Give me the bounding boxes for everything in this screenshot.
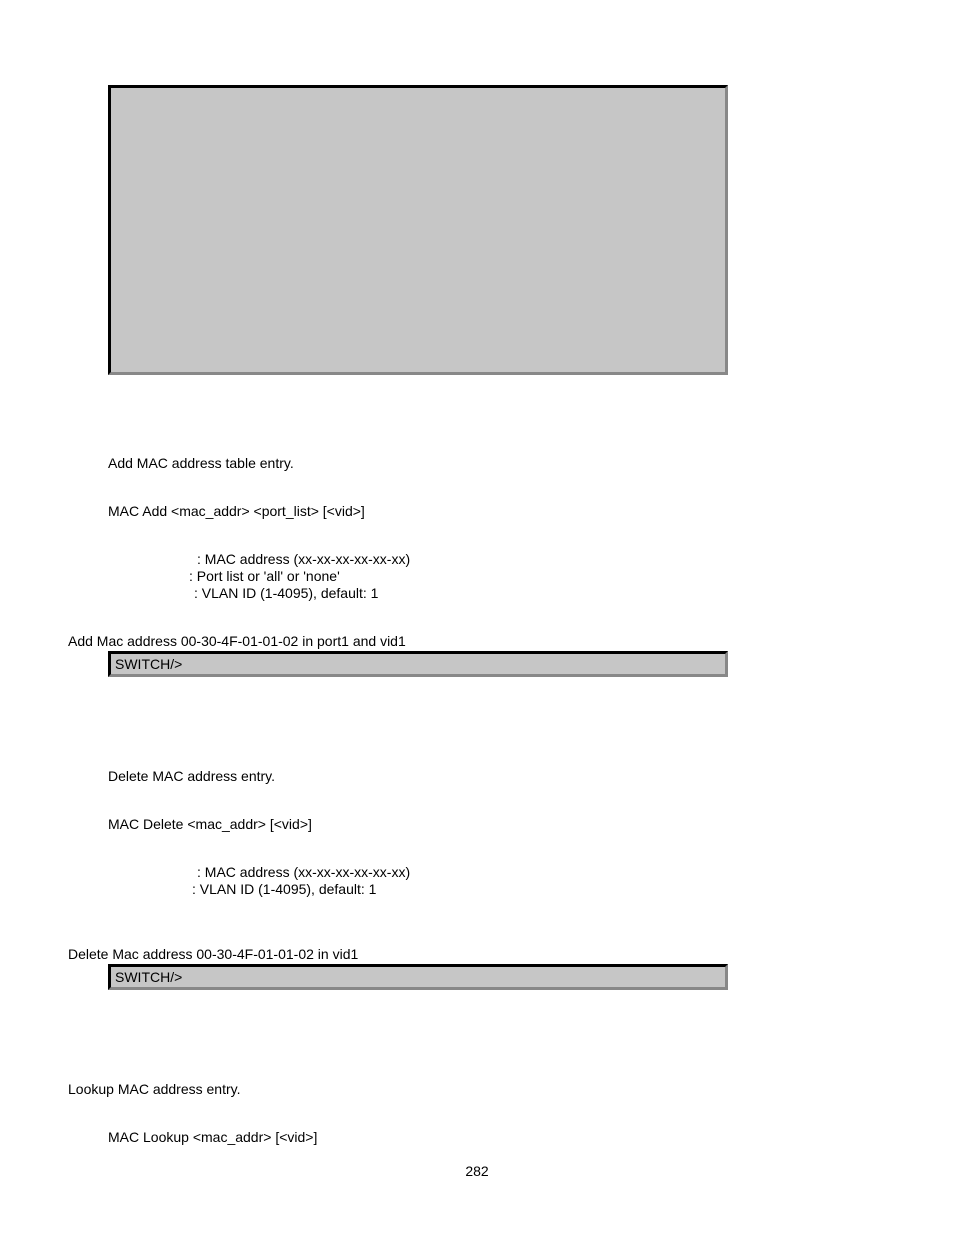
mac-lookup-description: Lookup MAC address entry. [68,1081,241,1097]
document-page: Add MAC address table entry. MAC Add <ma… [0,0,954,1235]
mac-delete-description: Delete MAC address entry. [108,768,275,784]
mac-add-example-label: Add Mac address 00-30-4F-01-01-02 in por… [68,633,406,649]
mac-delete-example-label: Delete Mac address 00-30-4F-01-01-02 in … [68,946,358,962]
mac-add-prompt: SWITCH/> [115,656,182,672]
mac-add-prompt-box: SWITCH/> [108,651,728,677]
mac-delete-param-vid: : VLAN ID (1-4095), default: 1 [192,881,376,897]
mac-delete-prompt-box: SWITCH/> [108,964,728,990]
mac-add-param-vid: : VLAN ID (1-4095), default: 1 [194,585,378,601]
mac-lookup-syntax: MAC Lookup <mac_addr> [<vid>] [108,1129,317,1145]
mac-add-syntax: MAC Add <mac_addr> <port_list> [<vid>] [108,503,365,519]
mac-delete-syntax: MAC Delete <mac_addr> [<vid>] [108,816,312,832]
page-number: 282 [0,1163,954,1179]
mac-add-param-macaddr: : MAC address (xx-xx-xx-xx-xx-xx) [197,551,410,567]
mac-delete-prompt: SWITCH/> [115,969,182,985]
mac-add-description: Add MAC address table entry. [108,455,294,471]
mac-delete-param-macaddr: : MAC address (xx-xx-xx-xx-xx-xx) [197,864,410,880]
example-output-box [108,85,728,375]
mac-add-param-portlist: : Port list or 'all' or 'none' [189,568,340,584]
